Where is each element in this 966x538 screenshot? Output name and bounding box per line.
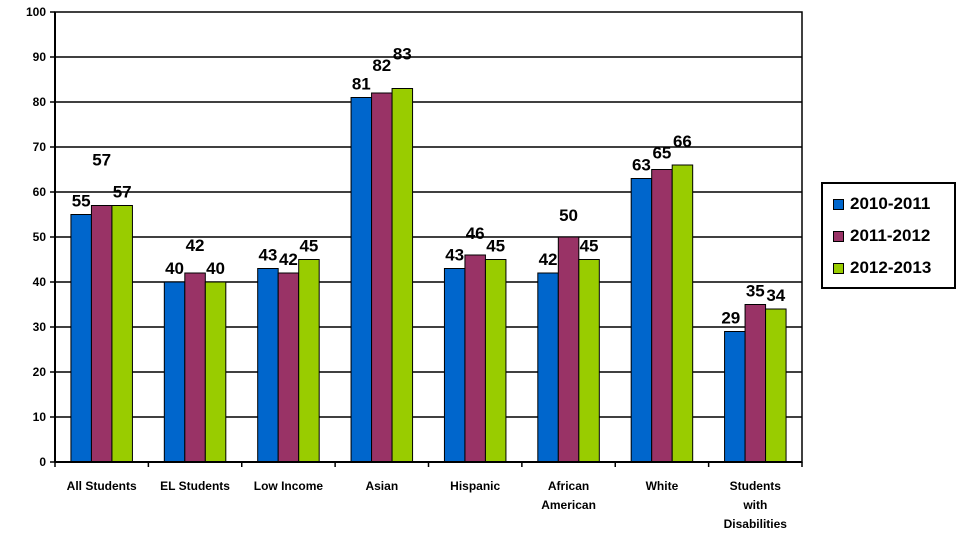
- y-tick-label: 20: [33, 365, 47, 379]
- data-label: 81: [352, 75, 371, 94]
- x-tick-label: Students: [730, 479, 782, 493]
- data-label: 45: [486, 237, 505, 256]
- data-label: 29: [721, 309, 740, 328]
- data-label: 57: [92, 151, 111, 170]
- data-label: 40: [165, 259, 184, 278]
- data-label: 43: [445, 246, 464, 265]
- y-tick-label: 80: [33, 95, 47, 109]
- axes: [50, 11, 803, 467]
- x-tick-label: African: [548, 479, 589, 493]
- data-label: 42: [539, 250, 558, 269]
- bar: [257, 268, 279, 463]
- bar: [298, 259, 320, 463]
- data-label: 35: [746, 282, 765, 301]
- legend-item-2012-2013: 2012-2013: [833, 258, 931, 278]
- bar: [350, 97, 373, 463]
- bar: [184, 272, 206, 463]
- bar: [484, 259, 507, 463]
- y-tick-label: 40: [33, 275, 47, 289]
- x-tick-label: White: [646, 479, 679, 493]
- data-label: 55: [72, 192, 91, 211]
- data-label: 65: [652, 144, 671, 163]
- bar: [464, 254, 486, 463]
- data-label: 46: [466, 224, 485, 243]
- data-label: 34: [766, 286, 785, 305]
- bar: [724, 331, 746, 463]
- x-tick-label: with: [742, 498, 767, 512]
- y-tick-label: 100: [26, 5, 46, 19]
- legend-label: 2010-2011: [850, 194, 931, 213]
- bar: [111, 205, 133, 463]
- bars: [70, 88, 787, 463]
- bar: [70, 214, 92, 463]
- bar: [90, 205, 113, 463]
- legend-swatch: [833, 198, 844, 210]
- legend-item-2011-2012: 2011-2012: [833, 226, 930, 246]
- legend-swatch: [833, 262, 844, 274]
- x-tick-label: EL Students: [160, 479, 230, 493]
- data-label: 63: [632, 156, 651, 175]
- data-label: 40: [206, 259, 225, 278]
- x-tick-label: American: [541, 498, 596, 512]
- data-label: 82: [372, 56, 391, 75]
- x-tick-label: Asian: [365, 479, 398, 493]
- x-tick-label: Hispanic: [450, 479, 500, 493]
- bar: [277, 272, 300, 463]
- y-tick-label: 50: [33, 230, 47, 244]
- data-label: 66: [673, 132, 692, 151]
- bar: [443, 268, 466, 463]
- bar: [557, 236, 580, 463]
- bar: [537, 272, 559, 463]
- bar: [630, 178, 653, 463]
- data-label: 42: [279, 250, 298, 269]
- y-tick-labels: 0 10 20 30 40 50 60 70 80 90 100: [26, 5, 46, 469]
- legend-item-2010-2011: 2010-2011: [833, 194, 930, 214]
- legend-label: 2011-2012: [850, 226, 931, 245]
- data-label: 45: [580, 237, 599, 256]
- bar: [391, 88, 414, 463]
- y-tick-label: 0: [39, 455, 46, 469]
- data-label: 50: [559, 206, 578, 225]
- x-tick-labels: All Students EL Students Low Income Asian Hi…: [67, 479, 788, 531]
- y-tick-label: 90: [33, 50, 47, 64]
- bar: [371, 92, 393, 463]
- x-tick-label: Disabilities: [724, 517, 788, 531]
- bar: [744, 304, 767, 463]
- bar: [578, 259, 600, 463]
- bar: [671, 164, 694, 463]
- legend: 2010-2011 2011-2012 2012-2013: [821, 182, 956, 289]
- data-label: 57: [113, 183, 132, 202]
- legend-label: 2012-2013: [850, 258, 932, 277]
- y-tick-label: 30: [33, 320, 47, 334]
- y-tick-label: 60: [33, 185, 47, 199]
- x-tick-label: All Students: [67, 479, 137, 493]
- y-tick-label: 70: [33, 140, 47, 154]
- bar: [765, 308, 787, 463]
- bar: [651, 169, 673, 463]
- y-tick-label: 10: [33, 410, 47, 424]
- data-label: 42: [186, 236, 205, 255]
- bar: [163, 281, 186, 463]
- x-tick-label: Low Income: [254, 479, 324, 493]
- data-label: 43: [258, 246, 277, 265]
- data-label: 45: [299, 237, 318, 256]
- data-label: 83: [393, 45, 412, 64]
- legend-swatch: [833, 230, 844, 242]
- bar: [204, 281, 227, 463]
